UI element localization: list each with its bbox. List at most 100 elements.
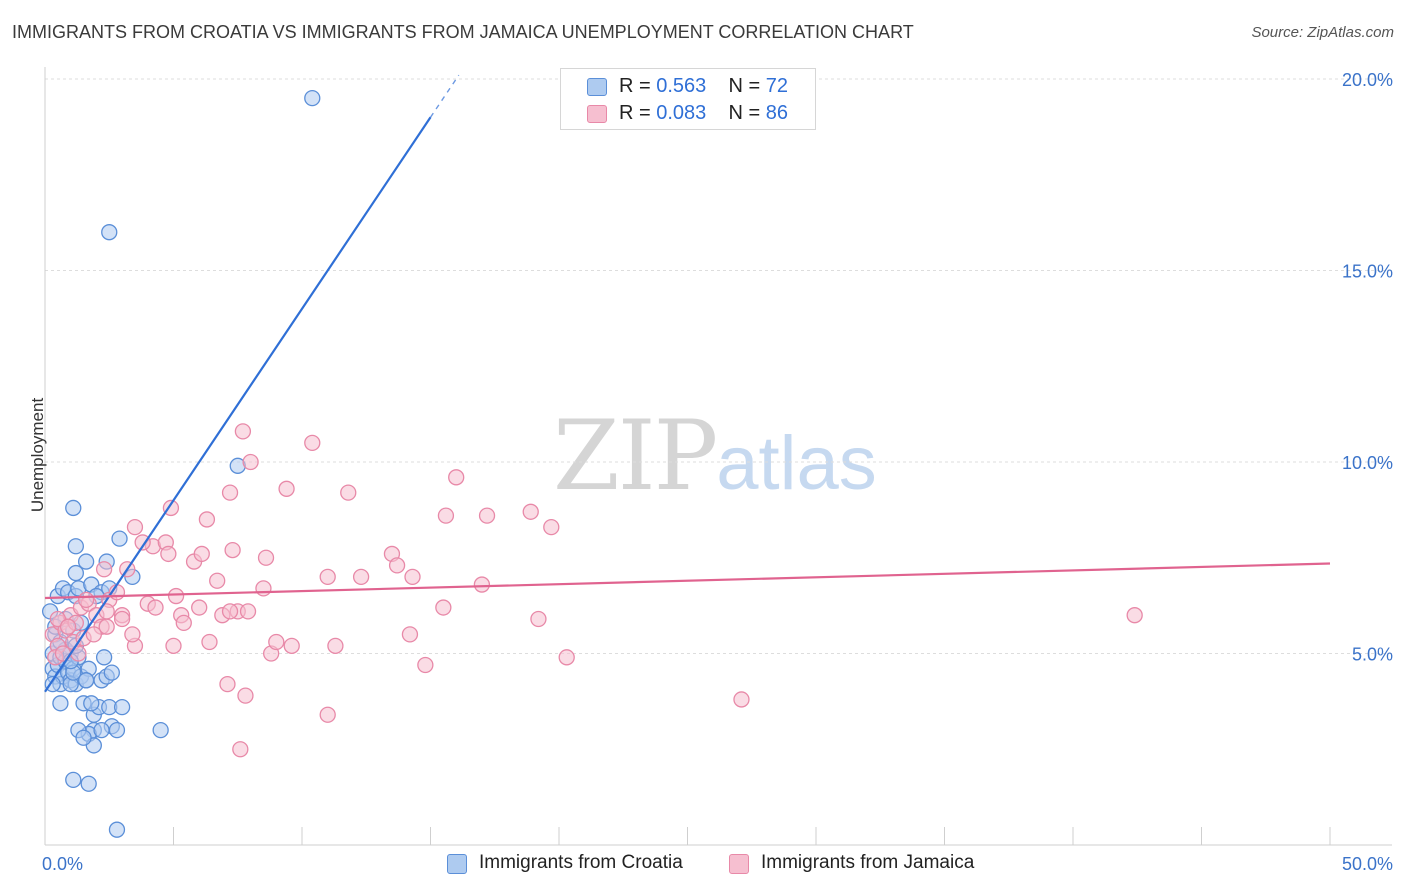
jamaica-point [304, 434, 321, 452]
croatia-swatch [587, 78, 607, 96]
jamaica-point [255, 580, 272, 597]
croatia-point [101, 224, 118, 241]
jamaica-point [198, 511, 216, 528]
jamaica-point [319, 706, 336, 723]
jamaica-point [209, 572, 226, 589]
croatia-point [77, 553, 95, 570]
jamaica-point [558, 649, 575, 666]
jamaica-point [417, 656, 434, 674]
jamaica-point [221, 603, 239, 620]
jamaica-point [242, 453, 259, 471]
jamaica-legend-label: Immigrants from Jamaica [761, 852, 975, 873]
jamaica-point [124, 626, 141, 643]
jamaica-point [404, 568, 421, 586]
croatia-point [65, 499, 82, 517]
jamaica-point [221, 484, 239, 501]
jamaica-point [448, 469, 465, 486]
jamaica-point [113, 610, 131, 628]
jamaica-r-value: 0.083 [656, 102, 707, 124]
y-tick-label: 5.0% [1352, 645, 1393, 665]
y-axis-label: Unemployment [28, 397, 47, 513]
jamaica-point [85, 626, 102, 643]
jamaica-point [167, 587, 185, 605]
croatia-point [77, 672, 95, 689]
y-tick-label: 15.0% [1342, 262, 1393, 282]
jamaica-point [201, 633, 218, 651]
axes [44, 67, 1392, 846]
data-points [41, 90, 1143, 838]
source-credit: Source: ZipAtlas.com [1251, 24, 1394, 41]
jamaica-r-label: R = [619, 102, 657, 124]
croatia-point [152, 721, 169, 739]
y-tick-label: 10.0% [1342, 453, 1393, 473]
jamaica-point [126, 518, 144, 536]
jamaica-point [352, 568, 370, 586]
jamaica-point [435, 599, 452, 616]
jamaica-point [1126, 607, 1143, 624]
x-tick-label: 50.0% [1342, 854, 1393, 874]
chart-title: IMMIGRANTS FROM CROATIA VS IMMIGRANTS FR… [12, 22, 914, 42]
croatia-legend-swatch [447, 854, 467, 874]
tick-labels: 5.0% 10.0% 15.0% 20.0% 0.0% 50.0% [42, 70, 1393, 874]
jamaica-point [319, 568, 336, 586]
croatia-trend-extension [429, 74, 460, 118]
croatia-point [95, 649, 113, 666]
jamaica-point [147, 599, 164, 616]
jamaica-point [224, 541, 241, 559]
jamaica-point [522, 503, 539, 520]
jamaica-point [388, 557, 406, 574]
jamaica-legend-swatch [729, 854, 749, 874]
watermark-atlas: atlas [716, 421, 877, 506]
jamaica-point [437, 507, 455, 524]
croatia-point [80, 775, 97, 792]
croatia-point [75, 729, 92, 746]
croatia-legend-label: Immigrants from Croatia [479, 852, 683, 873]
croatia-point [65, 771, 82, 789]
jamaica-point [59, 618, 77, 635]
jamaica-point [134, 534, 151, 551]
jamaica-point [327, 637, 344, 654]
jamaica-point [77, 591, 95, 609]
croatia-point [52, 695, 69, 712]
croatia-n-value: 72 [765, 75, 789, 97]
jamaica-swatch [587, 105, 607, 123]
croatia-point [44, 675, 61, 693]
croatia-point [111, 530, 128, 547]
croatia-point [103, 664, 120, 681]
croatia-point [67, 564, 84, 582]
jamaica-point [95, 561, 113, 578]
trend-lines [44, 74, 1331, 693]
croatia-point [113, 698, 131, 716]
watermark-zip: ZIP [553, 400, 718, 512]
jamaica-point [219, 675, 236, 693]
croatia-point [93, 721, 110, 739]
croatia-point [108, 721, 126, 739]
croatia-point [83, 695, 100, 712]
jamaica-n-value: 86 [765, 102, 789, 124]
y-tick-label: 20.0% [1342, 70, 1393, 90]
croatia-point [304, 90, 321, 107]
jamaica-point [175, 614, 192, 632]
jamaica-point [543, 518, 560, 536]
watermark: ZIPatlas [553, 400, 877, 512]
croatia-r-label: R = [619, 75, 657, 97]
croatia-r-value: 0.563 [656, 75, 707, 97]
croatia-point [67, 538, 84, 555]
jamaica-point [165, 637, 182, 654]
jamaica-point [237, 687, 254, 704]
jamaica-point [257, 549, 275, 566]
jamaica-point [160, 545, 177, 563]
jamaica-point [234, 423, 252, 440]
jamaica-point [401, 626, 419, 643]
jamaica-point [191, 599, 208, 616]
jamaica-point [478, 507, 496, 524]
jamaica-point [232, 741, 249, 758]
jamaica-point [162, 499, 180, 517]
jamaica-point [530, 610, 547, 628]
croatia-point [108, 821, 126, 838]
jamaica-point [193, 545, 210, 563]
jamaica-point [239, 603, 257, 620]
jamaica-point [733, 691, 750, 708]
jamaica-point [340, 484, 357, 501]
